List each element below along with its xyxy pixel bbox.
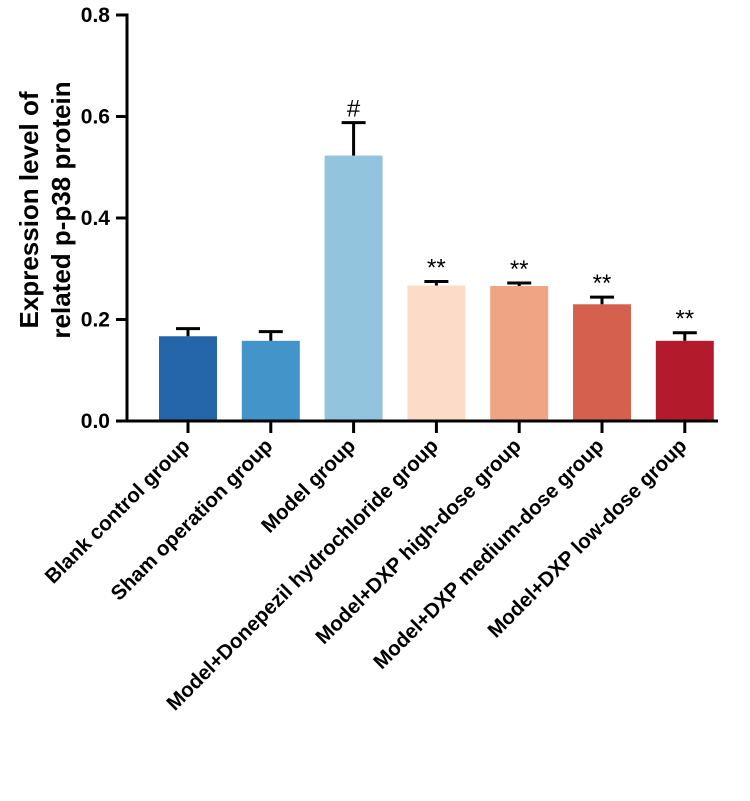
y-tick-label-4: 0.8 bbox=[81, 4, 111, 27]
y-axis-label: Expression level of related p-p38 protei… bbox=[14, 81, 76, 338]
bars-group bbox=[159, 155, 714, 421]
bar-7 bbox=[655, 340, 714, 421]
category-label-2: Sham operation group bbox=[106, 434, 277, 605]
y-axis: 0.0 0.2 0.4 0.6 0.8 bbox=[81, 4, 129, 433]
y-tick-label-0: 0.0 bbox=[81, 410, 110, 433]
annotation-3: # bbox=[347, 96, 361, 123]
bar-3 bbox=[324, 155, 383, 421]
annotation-4: ** bbox=[427, 254, 446, 281]
y-tick-label-1: 0.2 bbox=[81, 309, 110, 332]
error-bars-group bbox=[176, 121, 697, 341]
y-tick-label-2: 0.4 bbox=[81, 207, 111, 230]
bar-5 bbox=[490, 286, 549, 421]
y-axis-label-line-2: related p-p38 protein bbox=[46, 81, 76, 338]
x-axis bbox=[125, 419, 718, 433]
annotation-5: ** bbox=[510, 256, 529, 283]
annotation-6: ** bbox=[593, 270, 612, 297]
y-axis-label-line-1: Expression level of bbox=[14, 91, 44, 328]
bar-1 bbox=[159, 336, 217, 421]
category-label-1: Blank control group bbox=[41, 434, 195, 588]
annotations-group: # ** ** ** ** bbox=[347, 96, 694, 333]
bar-2 bbox=[241, 340, 300, 421]
bar-4 bbox=[407, 285, 466, 421]
bar-6 bbox=[573, 304, 631, 421]
annotation-7: ** bbox=[675, 306, 694, 333]
y-tick-label-3: 0.6 bbox=[81, 106, 110, 129]
